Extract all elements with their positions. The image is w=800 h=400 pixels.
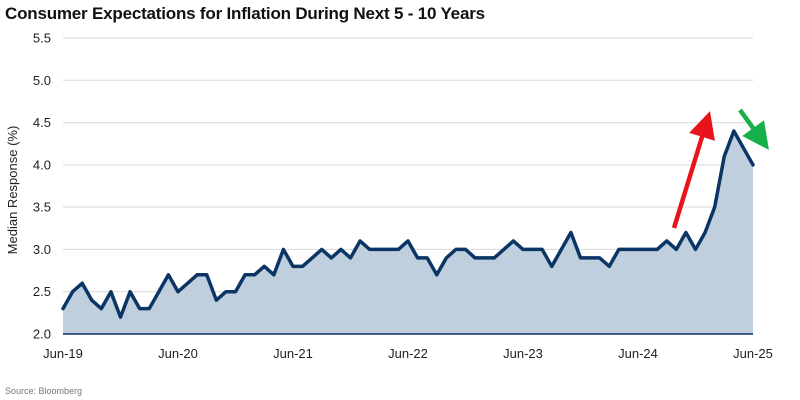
x-tick-label: Jun-25 [733, 346, 773, 361]
source-note: Source: Bloomberg [5, 386, 83, 396]
series-area [63, 131, 753, 334]
up-arrow [671, 111, 715, 229]
y-tick-label: 3.0 [33, 242, 51, 257]
y-tick-label: 2.5 [33, 284, 51, 299]
x-tick-label: Jun-24 [618, 346, 658, 361]
y-tick-label: 4.0 [33, 157, 51, 172]
chart-title: Consumer Expectations for Inflation Duri… [5, 4, 485, 23]
series-line [61, 129, 755, 319]
x-tick-label: Jun-20 [158, 346, 198, 361]
area-fill-layer [63, 131, 753, 334]
series-line-layer [61, 129, 755, 319]
x-tick-label: Jun-22 [388, 346, 428, 361]
y-tick-label: 5.0 [33, 73, 51, 88]
y-tick-label: 2.0 [33, 327, 51, 342]
y-tick-label: 4.5 [33, 115, 51, 130]
x-tick-label: Jun-23 [503, 346, 543, 361]
x-tick-label: Jun-21 [273, 346, 313, 361]
y-tick-labels: 2.0 2.5 3.0 3.5 4.0 4.5 5.0 5.5 [33, 31, 51, 342]
y-tick-label: 3.5 [33, 200, 51, 215]
x-tick-labels: Jun-19 Jun-20 Jun-21 Jun-22 Jun-23 Jun-24 Jun-… [43, 346, 773, 361]
y-tick-label: 5.5 [33, 31, 51, 46]
annotations [671, 108, 769, 229]
x-tick-label: Jun-19 [43, 346, 83, 361]
down-arrow [738, 108, 769, 150]
y-axis-label: Median Response (%) [5, 126, 20, 255]
